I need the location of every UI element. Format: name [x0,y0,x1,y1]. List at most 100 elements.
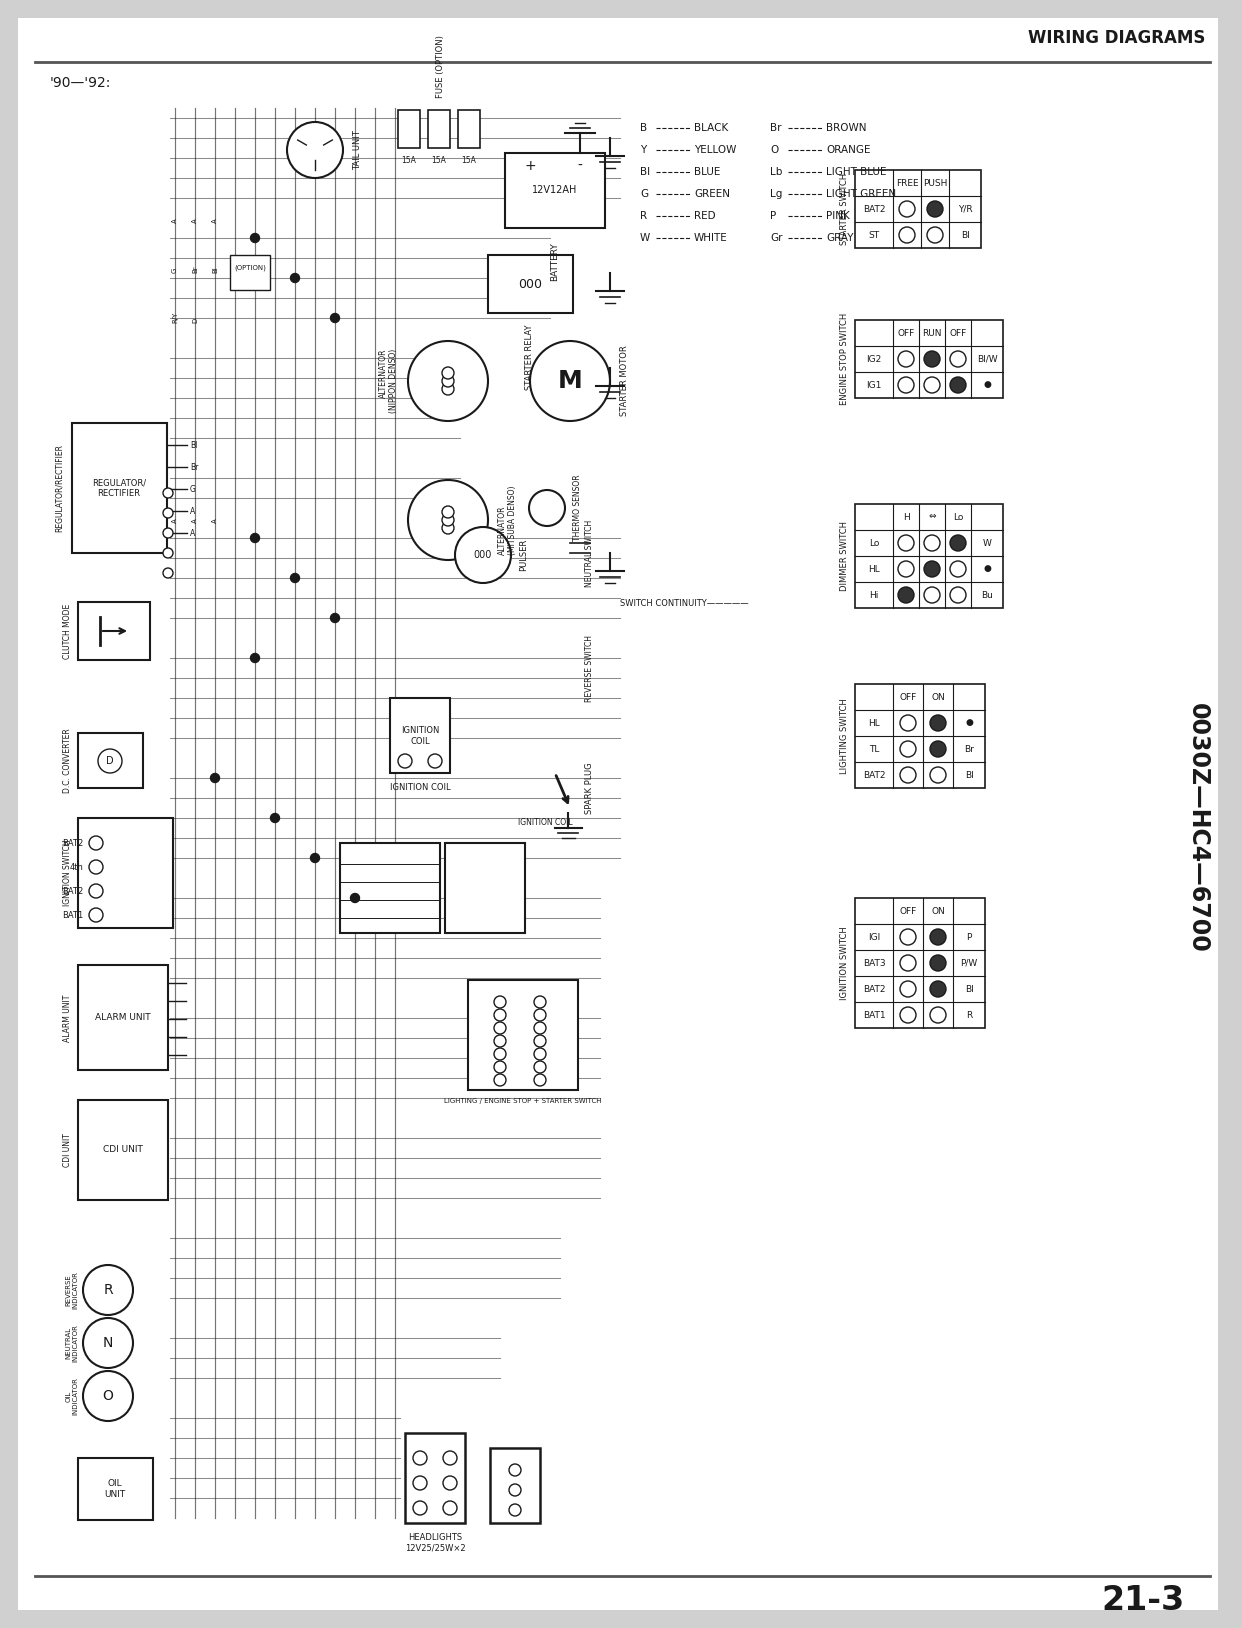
Circle shape [350,894,359,902]
Text: Bl: Bl [190,441,197,449]
Circle shape [534,1061,546,1073]
Circle shape [930,767,946,783]
Text: D: D [106,755,114,767]
Text: G: G [171,267,178,274]
Bar [854,899,985,1027]
Text: D: D [193,317,197,322]
Text: OIL
UNIT: OIL UNIT [104,1480,125,1499]
Circle shape [930,930,946,944]
Bar [397,111,420,148]
Circle shape [530,340,610,422]
Text: W: W [982,539,991,547]
Text: IG2: IG2 [867,355,882,363]
Text: A: A [193,218,197,223]
Bar [78,1101,168,1200]
Text: O: O [770,145,779,155]
Circle shape [900,982,917,996]
Circle shape [163,568,173,578]
Circle shape [163,488,173,498]
Circle shape [898,562,914,576]
Circle shape [950,562,966,576]
Text: N: N [103,1337,113,1350]
Bar [405,1433,465,1524]
Circle shape [534,1022,546,1034]
Bar [854,505,1004,607]
Circle shape [534,1009,546,1021]
Circle shape [494,1074,505,1086]
Text: ●: ● [965,718,972,728]
Circle shape [494,1061,505,1073]
Circle shape [443,1477,457,1490]
Circle shape [494,1048,505,1060]
Text: REVERSE SWITCH: REVERSE SWITCH [585,635,594,702]
Text: ST: ST [868,231,879,239]
Circle shape [494,996,505,1008]
Circle shape [414,1451,427,1465]
Circle shape [930,715,946,731]
Text: REVERSE
INDICATOR: REVERSE INDICATOR [66,1271,78,1309]
Text: G: G [640,189,648,199]
Text: R: R [966,1011,972,1019]
Text: 000: 000 [473,550,492,560]
Circle shape [89,860,103,874]
Text: BAT3: BAT3 [863,959,886,967]
Bar [854,684,985,788]
Text: IGNITION SWITCH: IGNITION SWITCH [840,926,850,1000]
Text: R: R [103,1283,113,1298]
Bar [78,602,150,659]
Text: ALTERNATOR
(MITSUBA DENSO): ALTERNATOR (MITSUBA DENSO) [498,485,518,555]
Text: IG1: IG1 [867,381,882,389]
Bar [230,256,270,290]
Circle shape [442,383,455,396]
Text: 000: 000 [518,277,542,290]
Circle shape [442,366,455,379]
Circle shape [442,523,455,534]
Text: CDI UNIT: CDI UNIT [63,1133,72,1167]
Text: SWITCH CONTINUITY—————: SWITCH CONTINUITY————— [620,599,749,607]
Circle shape [898,536,914,550]
Circle shape [899,200,915,217]
Text: +: + [524,160,535,173]
Text: ALARM UNIT: ALARM UNIT [63,995,72,1042]
Bar [505,153,605,228]
Text: BAT1: BAT1 [62,910,83,920]
Text: NEUTRAL
INDICATOR: NEUTRAL INDICATOR [66,1324,78,1363]
Circle shape [900,956,917,970]
Text: R: R [640,212,647,221]
Text: LIGHT BLUE: LIGHT BLUE [826,168,887,177]
Text: Bl: Bl [212,267,219,274]
Circle shape [310,853,319,863]
Text: -: - [578,160,582,173]
Circle shape [89,837,103,850]
Text: HEADLIGHTS
12V25/25W×2: HEADLIGHTS 12V25/25W×2 [405,1534,466,1553]
Circle shape [899,226,915,243]
Text: STARTER SWITCH: STARTER SWITCH [840,173,850,246]
Text: Y/R: Y/R [958,205,972,213]
Text: ALARM UNIT: ALARM UNIT [96,1014,150,1022]
Bar [854,321,1004,397]
Circle shape [950,352,966,366]
Circle shape [930,1008,946,1022]
Text: Gr: Gr [770,233,782,243]
Text: ●: ● [984,381,991,389]
Circle shape [924,536,940,550]
Text: Br: Br [190,462,199,472]
Circle shape [251,233,260,243]
Text: A: A [190,506,195,516]
Circle shape [927,226,943,243]
Circle shape [98,749,122,773]
Text: REGULATOR/RECTIFIER: REGULATOR/RECTIFIER [55,444,65,532]
Bar [78,817,173,928]
Circle shape [251,653,260,663]
Text: NEUTRAL SWITCH: NEUTRAL SWITCH [585,519,594,586]
Circle shape [529,490,565,526]
Circle shape [83,1265,133,1315]
Text: IGNITION SWITCH: IGNITION SWITCH [63,840,72,907]
Bar [468,980,578,1091]
Circle shape [534,1074,546,1086]
Text: BAT2: BAT2 [62,887,83,895]
Circle shape [287,122,343,177]
Text: RED: RED [694,212,715,221]
Text: OIL
INDICATOR: OIL INDICATOR [66,1377,78,1415]
Circle shape [930,741,946,757]
